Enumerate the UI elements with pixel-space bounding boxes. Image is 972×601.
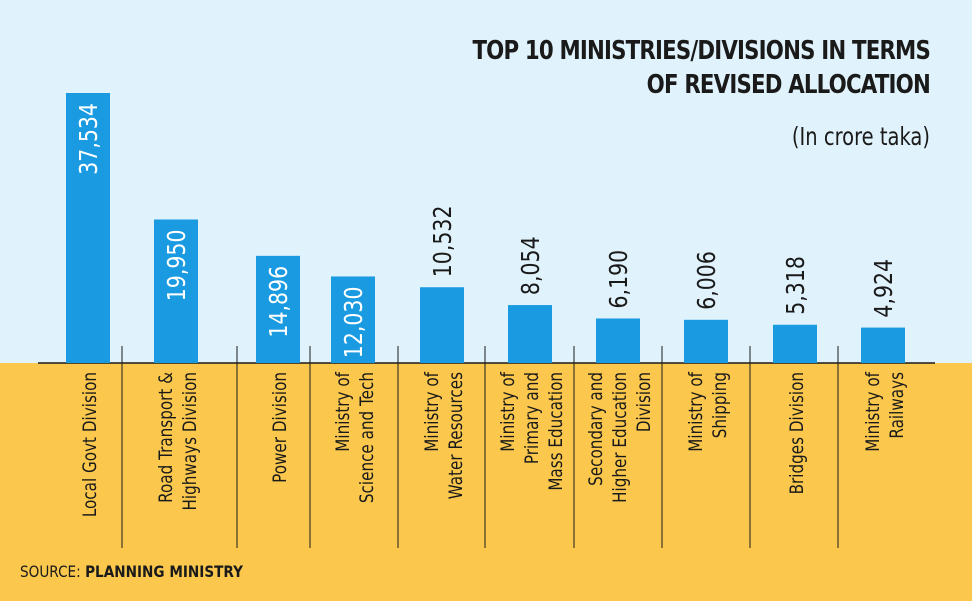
- chart-background-bottom: [0, 363, 972, 601]
- category-label-line: Road Transport &: [155, 372, 177, 503]
- category-label-line: Local Govt Division: [79, 372, 101, 517]
- chart-title-line-1: TOP 10 MINISTRIES/DIVISIONS IN TERMS: [472, 36, 930, 66]
- bar-value-label: 5,318: [782, 256, 810, 315]
- category-label-line: Railways: [886, 372, 908, 439]
- bar: [508, 305, 552, 363]
- source-note: SOURCE: PLANNING MINISTRY: [20, 562, 243, 581]
- bar: [684, 319, 728, 363]
- bar-value-label: 10,532: [429, 206, 457, 278]
- bar-value-label: 12,030: [340, 286, 368, 358]
- category-label-line: Power Division: [269, 372, 291, 483]
- category-label-line: Water Resources: [445, 372, 467, 499]
- category-label-line: Mass Education: [545, 372, 567, 491]
- category-label: Ministry of Primary and Mass Education: [497, 371, 567, 490]
- bar-value-label: 37,534: [75, 103, 103, 175]
- bar: [154, 219, 198, 363]
- bar: [66, 93, 110, 363]
- chart-title-line-2: OF REVISED ALLOCATION: [646, 70, 931, 100]
- category-label-line: Secondary and: [585, 372, 607, 486]
- category-label: Ministry of Shipping: [685, 371, 731, 452]
- bar-value-label: 4,924: [870, 259, 898, 318]
- category-label: Secondary and Higher Education Division: [585, 372, 655, 503]
- category-label: Ministry of Water Resources: [421, 371, 467, 499]
- chart-subtitle: (In crore taka): [791, 122, 930, 151]
- bar: [420, 287, 464, 363]
- category-label-line: Primary and: [521, 372, 543, 464]
- chart-title: TOP 10 MINISTRIES/DIVISIONS IN TERMS OF …: [472, 34, 930, 102]
- category-label-line: Division: [633, 372, 655, 432]
- category-label: Power Division: [269, 372, 291, 483]
- category-label-line: Shipping: [709, 372, 731, 438]
- category-label: Local Govt Division: [79, 372, 101, 517]
- bar: [596, 318, 640, 363]
- category-label-line: Ministry of: [862, 371, 884, 452]
- category-label: Ministry of Railways: [862, 371, 908, 452]
- bar: [773, 324, 817, 363]
- bar: [861, 327, 905, 363]
- bar: [331, 276, 375, 363]
- bar-value-label: 8,054: [517, 236, 545, 295]
- category-label: Bridges Division: [786, 372, 808, 494]
- category-label-line: Bridges Division: [786, 372, 808, 494]
- category-label: Ministry of Science and Tech: [332, 371, 378, 503]
- category-label-line: Science and Tech: [356, 372, 378, 503]
- category-label-line: Ministry of: [497, 371, 519, 452]
- bar-value-label: 14,896: [265, 266, 293, 338]
- bar-value-label: 19,950: [163, 229, 191, 301]
- bar: [256, 255, 300, 363]
- category-label-line: Ministry of: [332, 371, 354, 452]
- bar-value-label: 6,006: [693, 251, 721, 310]
- category-label-line: Ministry of: [685, 371, 707, 452]
- bar-value-label: 6,190: [605, 250, 633, 309]
- category-label-line: Higher Education: [609, 372, 631, 503]
- category-label-line: Ministry of: [421, 371, 443, 452]
- source-name: PLANNING MINISTRY: [85, 562, 244, 581]
- category-label-line: Highways Division: [179, 372, 201, 511]
- category-label: Road Transport & Highways Division: [155, 372, 201, 511]
- source-prefix: SOURCE:: [20, 562, 86, 581]
